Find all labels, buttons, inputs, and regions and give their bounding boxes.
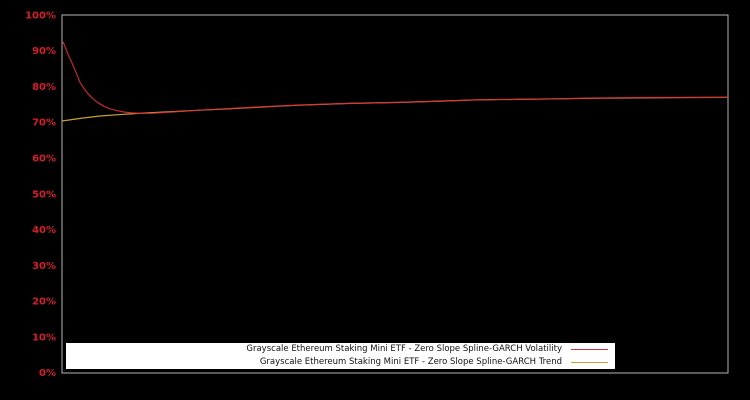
volatility-series-line bbox=[62, 41, 729, 115]
trend-line-swatch-icon bbox=[571, 362, 608, 363]
y-tick-label-10: 10% bbox=[32, 333, 56, 344]
legend-label-trend: Grayscale Ethereum Staking Mini ETF - Ze… bbox=[259, 357, 562, 367]
legend-item-trend: Grayscale Ethereum Staking Mini ETF - Ze… bbox=[70, 356, 610, 369]
legend-label-volatility: Grayscale Ethereum Staking Mini ETF - Ze… bbox=[246, 344, 562, 354]
y-tick-label-0: 0% bbox=[39, 368, 56, 379]
y-tick-label-20: 20% bbox=[32, 297, 56, 308]
legend-item-volatility: Grayscale Ethereum Staking Mini ETF - Ze… bbox=[70, 343, 610, 356]
y-tick-label-30: 30% bbox=[32, 261, 56, 272]
trend-series-line bbox=[61, 96, 729, 122]
y-axis: 0% 10% 20% 30% 40% 50% 60% 70% 80% 90% 1… bbox=[25, 10, 56, 379]
y-tick-label-70: 70% bbox=[32, 118, 56, 129]
y-tick-label-60: 60% bbox=[32, 154, 56, 165]
plot-border bbox=[61, 14, 729, 374]
y-tick-label-100: 100% bbox=[25, 10, 56, 21]
legend: Grayscale Ethereum Staking Mini ETF - Ze… bbox=[66, 343, 615, 369]
volatility-line-swatch-icon bbox=[571, 349, 608, 350]
y-tick-label-80: 80% bbox=[32, 82, 56, 93]
y-tick-label-90: 90% bbox=[32, 46, 56, 57]
y-tick-label-50: 50% bbox=[32, 189, 56, 200]
y-tick-label-40: 40% bbox=[32, 225, 56, 236]
